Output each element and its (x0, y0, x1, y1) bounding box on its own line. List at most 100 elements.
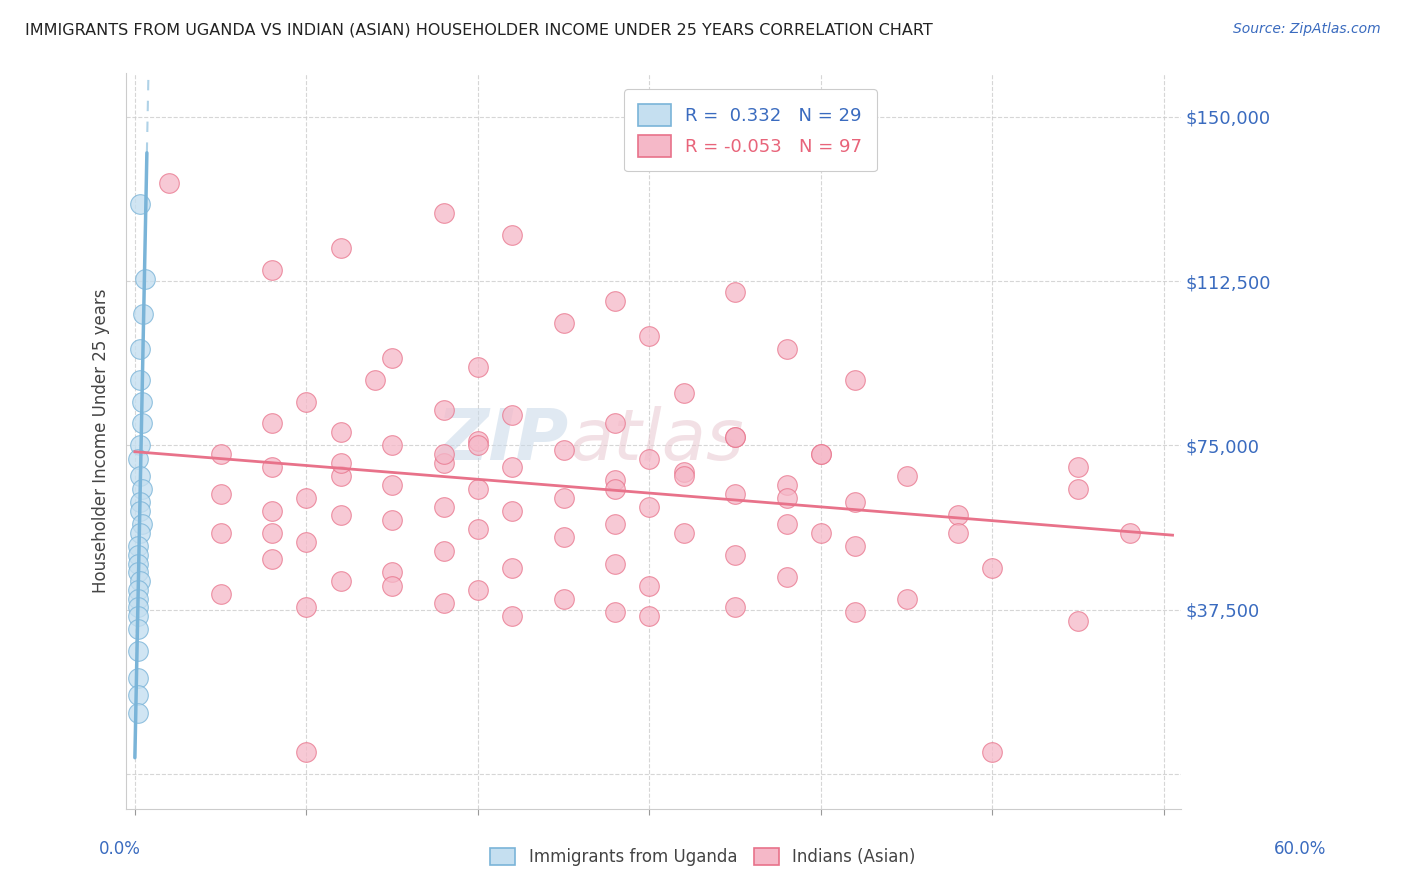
Point (467, 434, 489, 448)
Point (638, 609, 661, 624)
Point (295, 745, 318, 759)
Point (127, 548, 149, 562)
Point (603, 293, 626, 308)
Point (132, 307, 155, 321)
Point (724, 429, 747, 443)
Legend: Immigrants from Uganda, Indians (Asian): Immigrants from Uganda, Indians (Asian) (484, 841, 922, 873)
Point (127, 539, 149, 553)
Point (127, 671, 149, 685)
Point (981, 561, 1004, 575)
Point (129, 495, 152, 509)
Point (501, 504, 523, 518)
Point (295, 600, 318, 615)
Point (433, 456, 456, 470)
Point (381, 566, 404, 580)
Point (381, 513, 404, 527)
Point (638, 329, 661, 343)
Point (724, 285, 747, 299)
Point (603, 482, 626, 496)
Point (603, 557, 626, 571)
Point (467, 522, 489, 536)
Text: ZIP: ZIP (437, 407, 569, 475)
Point (501, 228, 523, 243)
Point (433, 500, 456, 514)
Point (553, 491, 575, 505)
Text: 60.0%: 60.0% (1274, 840, 1327, 858)
Point (127, 557, 149, 571)
Point (295, 491, 318, 505)
Point (129, 342, 152, 356)
Point (209, 587, 232, 601)
Point (209, 486, 232, 500)
Point (329, 241, 352, 255)
Point (775, 570, 797, 584)
Point (131, 417, 153, 431)
Point (1067, 614, 1090, 628)
Point (131, 394, 153, 409)
Point (638, 500, 661, 514)
Point (364, 373, 387, 387)
Point (262, 263, 284, 277)
Point (433, 596, 456, 610)
Point (381, 438, 404, 452)
Point (775, 517, 797, 532)
Point (844, 539, 866, 553)
Point (262, 460, 284, 475)
Point (262, 552, 284, 566)
Point (553, 530, 575, 544)
Point (844, 373, 866, 387)
Point (127, 451, 149, 466)
Point (467, 359, 489, 374)
Point (131, 482, 153, 496)
Point (329, 456, 352, 470)
Point (810, 447, 832, 461)
Point (501, 408, 523, 422)
Point (129, 438, 152, 452)
Point (329, 574, 352, 589)
Point (946, 526, 969, 541)
Point (672, 385, 695, 400)
Legend: R =  0.332   N = 29, R = -0.053   N = 97: R = 0.332 N = 29, R = -0.053 N = 97 (624, 89, 877, 171)
Point (134, 272, 156, 286)
Point (433, 543, 456, 558)
Point (638, 578, 661, 592)
Point (127, 706, 149, 720)
Point (946, 508, 969, 523)
Point (209, 526, 232, 541)
Point (724, 486, 747, 500)
Text: atlas: atlas (569, 407, 744, 475)
Point (603, 517, 626, 532)
Point (672, 465, 695, 479)
Point (844, 495, 866, 509)
Point (896, 469, 918, 483)
Point (775, 342, 797, 356)
Point (157, 176, 180, 190)
Point (129, 469, 152, 483)
Point (127, 609, 149, 624)
Point (672, 469, 695, 483)
Point (295, 394, 318, 409)
Point (127, 688, 149, 702)
Point (262, 526, 284, 541)
Point (844, 605, 866, 619)
Point (553, 591, 575, 606)
Point (129, 197, 152, 211)
Point (810, 447, 832, 461)
Point (603, 605, 626, 619)
Point (501, 561, 523, 575)
Point (262, 504, 284, 518)
Point (262, 417, 284, 431)
Point (329, 508, 352, 523)
Point (724, 548, 747, 562)
Point (127, 566, 149, 580)
Point (295, 534, 318, 549)
Point (724, 600, 747, 615)
Point (433, 206, 456, 220)
Point (775, 491, 797, 505)
Point (381, 578, 404, 592)
Point (381, 478, 404, 492)
Point (131, 517, 153, 532)
Point (467, 482, 489, 496)
Point (603, 474, 626, 488)
Point (603, 417, 626, 431)
